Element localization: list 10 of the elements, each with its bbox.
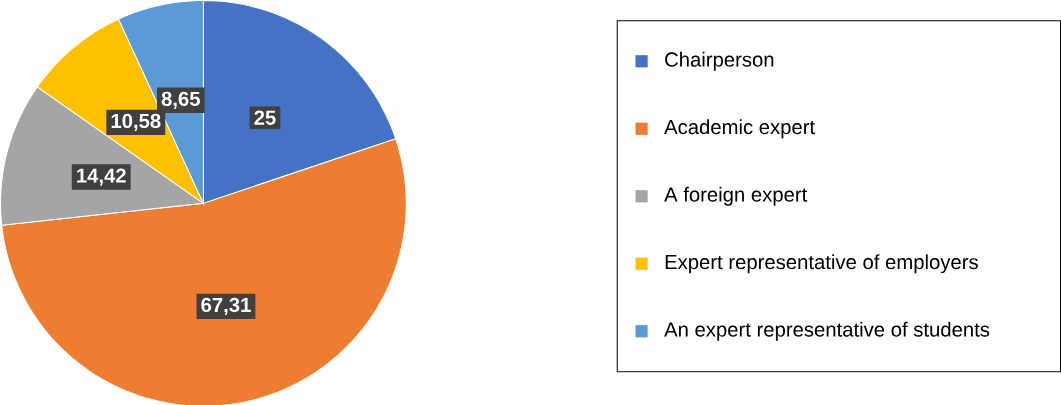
legend-label: A foreign expert bbox=[664, 186, 808, 206]
data-label: 14,42 bbox=[77, 168, 126, 186]
data-label: 8,65 bbox=[161, 91, 200, 109]
legend-label: Academic expert bbox=[664, 119, 815, 139]
data-label: 25 bbox=[254, 110, 276, 125]
data-label: 67,31 bbox=[201, 297, 251, 315]
legend-label: Chairperson bbox=[665, 51, 774, 71]
legend-label: An expert representative of students bbox=[664, 321, 990, 341]
data-label: 10,58 bbox=[111, 113, 161, 131]
legend-label: Expert representative of employers bbox=[665, 254, 978, 274]
